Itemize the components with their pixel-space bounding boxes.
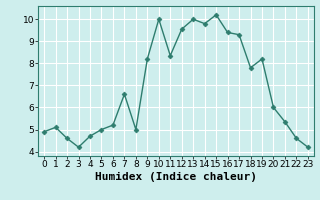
X-axis label: Humidex (Indice chaleur): Humidex (Indice chaleur): [95, 172, 257, 182]
